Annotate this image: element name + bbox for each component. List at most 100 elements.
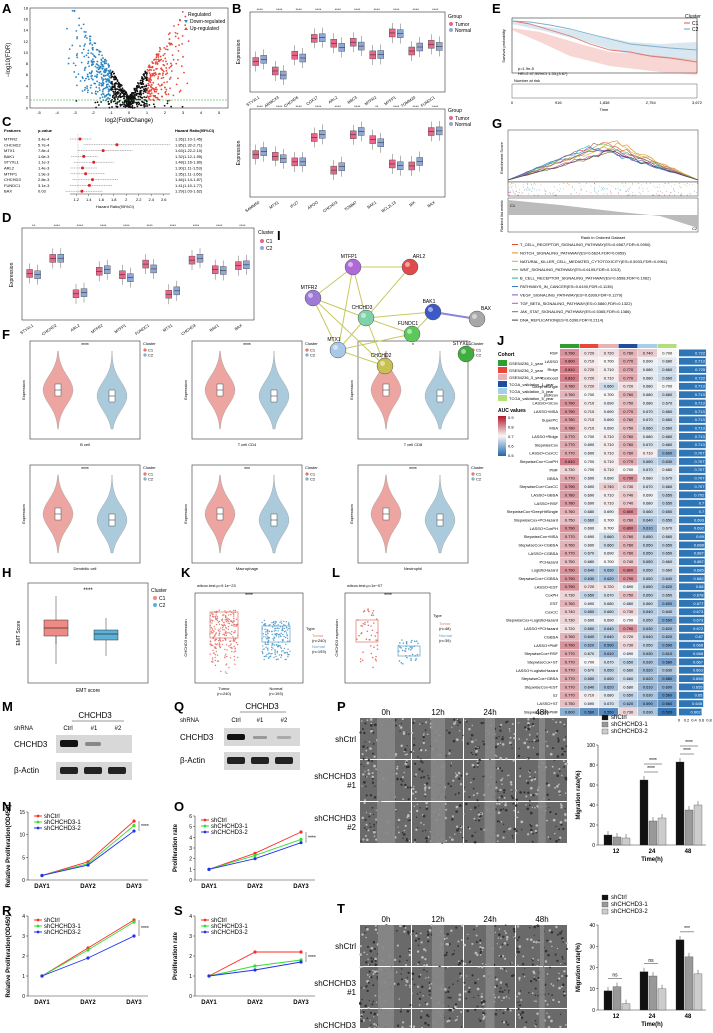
- cell-texture: [482, 741, 484, 743]
- volcano-point: [68, 57, 70, 59]
- line-point: [207, 868, 210, 871]
- cell-texture: [367, 974, 369, 976]
- cell-texture: [496, 767, 497, 768]
- heatmap-value: 0.630: [643, 709, 654, 714]
- cell-texture: [563, 970, 565, 972]
- heatmap-value: 0.650: [623, 693, 634, 698]
- gsea-curves: [508, 141, 698, 180]
- k-point: [283, 636, 284, 637]
- cell-texture: [363, 732, 365, 734]
- k-type-title: Type: [306, 626, 315, 631]
- heatmap-value: 0.690: [604, 425, 615, 430]
- heatmap-value: 0.640: [584, 634, 595, 639]
- forest-hr: 1.63(1.22-2.10): [175, 148, 203, 153]
- k-point: [212, 661, 213, 662]
- panel-letter-j: J: [497, 333, 504, 348]
- volcano-xtick: -4: [55, 110, 59, 115]
- cohort-swatch: [498, 367, 507, 373]
- k-point: [284, 648, 285, 649]
- cell-texture: [564, 777, 567, 780]
- volcano-point: [84, 69, 86, 71]
- volcano-point: [177, 59, 179, 61]
- bar-ytick: 20: [589, 823, 595, 829]
- l-point: [399, 642, 401, 644]
- cell-texture: [425, 837, 428, 840]
- cell-texture: [565, 751, 567, 753]
- heatmap-value: 0.650: [643, 459, 654, 464]
- heatmap-value: 0.660: [662, 367, 673, 372]
- volcano-point: [102, 81, 104, 83]
- heatmap-value: 0.670: [584, 668, 595, 673]
- cell-texture: [505, 757, 507, 759]
- model-label: LASSO+PCHazard: [524, 626, 558, 631]
- network-node-label: MTX1: [327, 337, 341, 343]
- cell-texture: [456, 738, 459, 741]
- cohort-header: [658, 344, 677, 348]
- cell-texture: [521, 1011, 524, 1014]
- heatmap-value: 0.650: [662, 592, 673, 597]
- line-ytick: 6: [189, 814, 192, 820]
- migration-bar: [685, 810, 693, 845]
- l-point: [368, 611, 370, 613]
- up-triangle-icon: [184, 27, 188, 30]
- volcano-point: [138, 86, 140, 88]
- cell-texture: [361, 933, 363, 935]
- gsea-c1: C1: [510, 203, 516, 208]
- cell-texture: [423, 824, 424, 825]
- cell-texture: [518, 738, 520, 740]
- volcano-points: [66, 10, 189, 109]
- line-ytick: 1: [22, 974, 25, 980]
- heatmap-value: 0.790: [565, 576, 576, 581]
- volcano-point: [131, 107, 133, 109]
- cell-texture: [479, 942, 481, 944]
- cell-texture: [458, 721, 461, 724]
- volcano-point: [109, 77, 111, 79]
- heatmap-value: 0.660: [623, 668, 634, 673]
- m-row-chchd3: CHCHD3: [14, 740, 48, 749]
- cell-texture: [537, 995, 539, 997]
- cell-texture: [418, 975, 421, 978]
- mean-auc-label: 0.7: [699, 509, 705, 514]
- cell-texture: [482, 1008, 484, 1010]
- cell-texture: [453, 719, 455, 721]
- volcano-point: [73, 71, 75, 73]
- heatmap-value: 0.800: [623, 567, 634, 572]
- model-label: LASSO+CoxCC: [529, 451, 558, 456]
- k-point: [275, 634, 276, 635]
- mean-auc-label: 0.713: [695, 442, 706, 447]
- cell-texture: [497, 840, 499, 842]
- volcano-point: [151, 84, 153, 86]
- volcano-point: [165, 94, 167, 96]
- cell-texture: [456, 774, 459, 777]
- cell-texture: [475, 752, 476, 753]
- volcano-point: [134, 98, 136, 100]
- volcano-point: [130, 96, 132, 98]
- cell-texture: [362, 753, 364, 755]
- gsea-legend: T_CELL_RECEPTOR_SIGNALING_PATHWAY(ES=0.6…: [512, 242, 668, 323]
- l-point: [360, 658, 362, 660]
- k-point: [219, 621, 220, 622]
- cell-texture: [467, 934, 468, 935]
- cell-texture: [424, 784, 426, 786]
- emt-c2-box: [94, 630, 118, 640]
- cell-texture: [546, 820, 548, 822]
- cell-texture: [403, 930, 405, 932]
- km-hr: HR=2.47,95%CI 1.33,(3.67): [518, 71, 568, 76]
- cell-texture: [418, 945, 420, 947]
- cell-texture: [404, 749, 407, 752]
- k-point: [289, 651, 290, 652]
- k-point: [274, 650, 275, 651]
- violin-legend-title: Cluster: [143, 465, 156, 470]
- cell-texture: [419, 724, 420, 725]
- volcano-point: [74, 10, 76, 12]
- k-point: [226, 619, 227, 620]
- network-node-circle: [425, 304, 441, 320]
- gsea-legend-label: WNT_SIGNALING_PATHWAY(ES=0.6105,FDR=0.10…: [520, 267, 621, 272]
- heatmap-value: 0.750: [565, 701, 576, 706]
- volcano-point: [161, 96, 163, 98]
- k-point: [266, 654, 267, 655]
- gsea-curve: [508, 150, 698, 180]
- cell-texture: [400, 784, 402, 786]
- cell-texture: [465, 840, 467, 842]
